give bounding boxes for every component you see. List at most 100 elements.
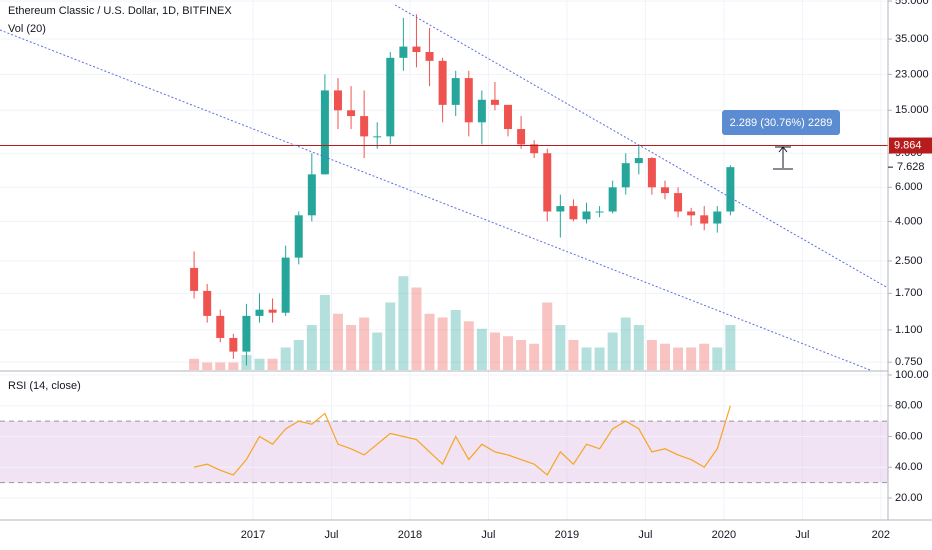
- candle-body: [464, 78, 473, 123]
- volume-bar: [332, 313, 343, 370]
- volume-bar: [346, 325, 357, 370]
- candle-body: [634, 158, 643, 164]
- volume-bar: [686, 347, 697, 370]
- grid: [0, 0, 888, 520]
- volume-bar: [202, 362, 213, 370]
- volume-bar: [463, 321, 474, 370]
- candle-body: [621, 163, 630, 188]
- x-tick-label: 2019: [555, 529, 579, 541]
- candle-body: [608, 187, 617, 212]
- y-tick-label: 4.000: [895, 215, 923, 227]
- volume-bar: [319, 295, 330, 370]
- candle-body: [229, 337, 238, 352]
- volume-bar: [568, 340, 579, 370]
- rsi-tick-label: 80.00: [895, 400, 923, 412]
- volume-bar: [424, 313, 435, 370]
- candle-body: [320, 90, 329, 175]
- x-tick-label: 2018: [398, 529, 422, 541]
- volume-title: Vol (20): [8, 23, 46, 35]
- candle-body: [595, 211, 604, 213]
- price-label: 9.864: [894, 139, 922, 151]
- volume-bar: [398, 276, 409, 370]
- volume-bar: [555, 325, 566, 370]
- volume-bar: [594, 347, 605, 370]
- candle-body: [490, 99, 499, 105]
- y-tick-label: 1.700: [895, 287, 923, 299]
- candle-body: [203, 290, 212, 316]
- volume-bar: [254, 358, 265, 370]
- rsi-tick-label: 40.00: [895, 461, 923, 473]
- candle-body: [281, 257, 290, 313]
- volume-bar: [607, 332, 618, 370]
- candle-body: [674, 193, 683, 212]
- rsi-tick-label: 20.00: [895, 492, 923, 504]
- rsi-line: [193, 405, 731, 476]
- rsi-band: [0, 421, 888, 483]
- candle-body: [660, 187, 669, 194]
- plot: [0, 14, 888, 476]
- candle-body: [373, 136, 382, 138]
- volume-bar: [372, 332, 383, 370]
- candle-body: [333, 90, 342, 111]
- measure: 2.289 (30.76%) 2289: [722, 110, 840, 170]
- volume-bar: [189, 358, 200, 370]
- x-tick-label: Jul: [638, 529, 652, 541]
- chart-title: Ethereum Classic / U.S. Dollar, 1D, BITF…: [8, 5, 232, 17]
- rsi-title: RSI (14, close): [8, 380, 81, 392]
- candle-body: [190, 267, 199, 291]
- candle-body: [543, 153, 552, 212]
- candle-body: [451, 78, 460, 105]
- volume-bar: [659, 343, 670, 370]
- candle-body: [647, 158, 656, 188]
- volume-bar: [712, 347, 723, 370]
- volume-bar: [542, 302, 553, 370]
- y-tick-label: 2.500: [895, 255, 923, 267]
- y-tick-label: 15.000: [895, 104, 929, 116]
- y-tick-label: 23.000: [895, 68, 929, 80]
- candle-body: [242, 315, 251, 352]
- x-tick-label: Jul: [324, 529, 338, 541]
- y-tick-label: 0.750: [895, 356, 923, 368]
- candle-body: [255, 309, 264, 316]
- volume-bar: [503, 336, 514, 370]
- volume-bar: [450, 310, 461, 370]
- candle-body: [726, 167, 735, 212]
- price-label-box: [889, 137, 932, 154]
- candle-body: [294, 215, 303, 258]
- axes: 2017 Jul 2018 Jul 2019 Jul 2020 Jul 202 0.750 1.10…: [241, 0, 932, 541]
- volume-bar: [228, 362, 239, 370]
- rsi-tick-label: 100.00: [895, 369, 929, 381]
- candle-body: [216, 315, 225, 338]
- candle-body: [517, 129, 526, 145]
- x-tick-label: Jul: [795, 529, 809, 541]
- candle-body: [412, 46, 421, 53]
- candle-body: [307, 174, 316, 216]
- volume-bar: [633, 325, 644, 370]
- y-tick-label: 6.000: [895, 181, 923, 193]
- volume-bar: [411, 287, 422, 370]
- volume-bar: [646, 340, 657, 370]
- volume-bar: [673, 347, 684, 370]
- candle-body: [700, 215, 709, 224]
- x-tick-label: 202: [872, 529, 890, 541]
- volume-bar: [699, 343, 710, 370]
- candle-body: [477, 99, 486, 123]
- x-tick-label: 2017: [241, 529, 265, 541]
- volume-bar: [293, 340, 304, 370]
- volume-bar: [476, 328, 487, 370]
- volume-bar: [489, 332, 500, 370]
- candle-body: [360, 116, 369, 137]
- candle-body: [399, 46, 408, 58]
- volume-bar: [529, 343, 540, 370]
- candle-body: [569, 206, 578, 220]
- last-price-label: 7.628: [897, 161, 925, 173]
- candle-body: [530, 144, 539, 154]
- volume-bar: [306, 325, 317, 370]
- trend-line: [394, 4, 889, 289]
- candle-body: [504, 104, 513, 130]
- volume-bar: [437, 317, 448, 370]
- rsi-tick-label: 60.00: [895, 430, 923, 442]
- candle-body: [713, 211, 722, 224]
